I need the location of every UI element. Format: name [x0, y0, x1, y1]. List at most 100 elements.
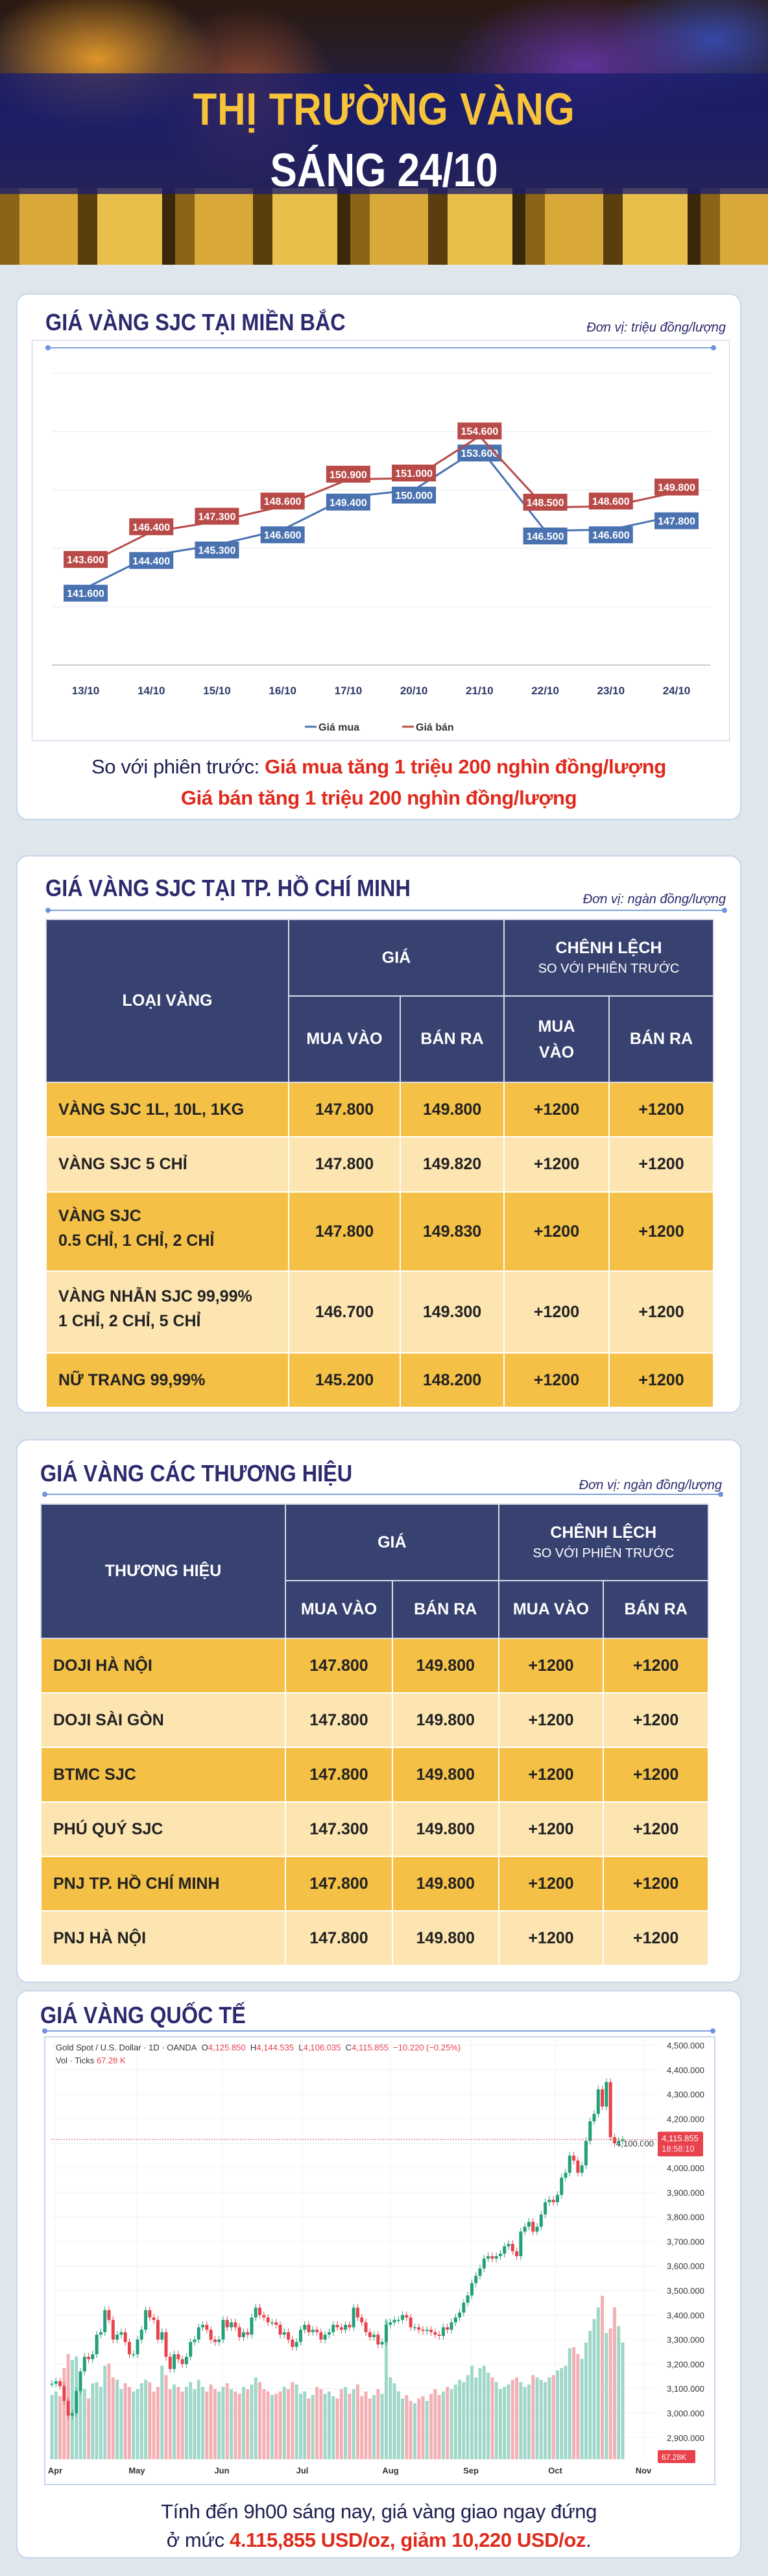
candle-body: [173, 2354, 176, 2369]
data-label-box: [260, 526, 305, 544]
row-name: VÀNG SJC 0.5 CHỈ, 1 CHỈ, 2 CHỈ: [45, 1191, 289, 1272]
y-tick-label: 4,200.000: [667, 2114, 704, 2124]
candle-body: [111, 2320, 115, 2340]
volume-bar: [205, 2391, 209, 2459]
data-label-box: [588, 526, 633, 544]
candle-body: [352, 2307, 355, 2327]
volume-bar: [413, 2403, 416, 2459]
volume-bar: [225, 2383, 229, 2459]
volume-bar: [294, 2384, 298, 2459]
candle-body: [482, 2258, 486, 2268]
cell-buy: 147.800: [285, 1910, 393, 1966]
cell-dsell: +1200: [603, 1910, 709, 1966]
volume-bar: [490, 2377, 494, 2459]
volume-bar: [278, 2391, 282, 2459]
title-rule: [42, 2028, 715, 2034]
volume-bar: [311, 2395, 315, 2459]
candlestick-chart: 4,500.000 4,400.000 4,300.000 4,200.000 4,10…: [48, 2037, 704, 2475]
data-label: 147.800: [658, 516, 695, 528]
cell-buy: 145.200: [288, 1352, 401, 1408]
data-label-box: [195, 507, 239, 525]
candle-body: [213, 2339, 217, 2342]
candle-body: [62, 2386, 66, 2401]
data-label: 145.300: [198, 546, 236, 557]
volume-bar: [103, 2366, 107, 2459]
volume-bar: [139, 2383, 143, 2459]
row-name: VÀNG NHẪN SJC 99,99% 1 CHỈ, 2 CHỈ, 5 CHỈ: [45, 1270, 289, 1354]
candle-body: [441, 2327, 445, 2336]
volume-bar: [544, 2382, 547, 2459]
unit-label: Đơn vị: ngàn đồng/lượng: [579, 1478, 722, 1492]
data-label: 149.400: [330, 498, 367, 509]
volume-bar: [221, 2387, 225, 2459]
volume-bar: [339, 2389, 343, 2459]
volume-bar: [617, 2326, 621, 2459]
candle-body: [311, 2329, 315, 2333]
candle-body: [91, 2354, 95, 2359]
volume-bar: [115, 2379, 119, 2459]
volume-bar: [50, 2395, 54, 2459]
cell-dsell: +1200: [608, 1270, 714, 1354]
data-label: 148.600: [264, 496, 302, 507]
candle-body: [474, 2276, 478, 2283]
y-tick-label: 4,100.000: [616, 2139, 654, 2148]
candle-body: [180, 2359, 184, 2364]
candle-body: [331, 2324, 335, 2333]
x-tick-label: 13/10: [72, 685, 100, 697]
cell-sell: 149.830: [400, 1191, 505, 1272]
cell-dsell: +1200: [608, 1191, 714, 1272]
volume-bar: [450, 2389, 453, 2459]
volume-bar: [91, 2383, 95, 2459]
cell-buy: 147.800: [285, 1638, 393, 1694]
cell-sell: 149.800: [400, 1082, 505, 1137]
data-label: 146.500: [527, 531, 564, 542]
candle-body: [348, 2324, 352, 2327]
volume-bar: [197, 2379, 200, 2459]
data-label-box: [457, 422, 502, 440]
row-name: BTMC SJC: [40, 1747, 287, 1803]
row-name: PNJ TP. HỒ CHÍ MINH: [40, 1856, 287, 1912]
data-label: 149.800: [658, 483, 695, 494]
data-label-box: [64, 551, 108, 568]
volume-bar: [507, 2384, 510, 2459]
price-tag-value: 4,115.855: [662, 2133, 699, 2143]
candle-body: [139, 2329, 143, 2340]
volume-bar: [237, 2394, 241, 2459]
symbol-label: Gold Spot / U.S. Dollar · 1D · OANDA: [56, 2043, 197, 2052]
line-chart-frame: 13/10 14/10 15/10 16/10 17/10 20/10 21/10 22/10…: [32, 340, 730, 741]
candle-body: [209, 2329, 213, 2340]
volume-bar: [258, 2382, 262, 2459]
volume-bar: [266, 2391, 270, 2459]
volume-bar: [572, 2347, 576, 2459]
candle-body: [87, 2357, 91, 2359]
x-tick-label: 14/10: [138, 685, 165, 697]
candle-body: [241, 2332, 245, 2337]
candle-body: [234, 2322, 237, 2327]
candle-body: [123, 2332, 127, 2342]
candle-body: [335, 2324, 339, 2327]
chart-legend: Gold Spot / U.S. Dollar · 1D · OANDA O4,…: [56, 2043, 461, 2065]
cell-dbuy: +1200: [503, 1082, 610, 1137]
spot-price-value: 4.115,855 USD/oz, giảm 10,220 USD/oz: [229, 2529, 586, 2551]
candle-body: [82, 2357, 86, 2372]
candle-body: [103, 2310, 107, 2333]
candle-body: [119, 2332, 123, 2335]
candle-body: [470, 2283, 474, 2296]
candle-body: [523, 2226, 527, 2232]
candle-body: [478, 2268, 482, 2276]
candle-body: [246, 2332, 250, 2335]
x-tick-label: 15/10: [203, 685, 231, 697]
candle-body: [201, 2324, 205, 2327]
brand-price-table: THƯƠNG HIỆU GIÁ CHÊNH LỆCH SO VỚI PHIÊN TRƯ…: [40, 1503, 710, 1966]
data-label: 150.000: [395, 491, 433, 502]
x-tick-label: Jun: [214, 2466, 229, 2475]
x-tick-label: 22/10: [531, 685, 559, 697]
candle-body: [421, 2329, 425, 2331]
cell-sell: 149.800: [391, 1910, 499, 1966]
series-line-buy: [85, 446, 677, 589]
low-value: 4,106.035: [303, 2043, 341, 2052]
candle-body: [303, 2324, 307, 2330]
candle-body: [384, 2324, 388, 2342]
candle-body: [572, 2156, 576, 2161]
row-name: NỮ TRANG 99,99%: [45, 1352, 289, 1408]
